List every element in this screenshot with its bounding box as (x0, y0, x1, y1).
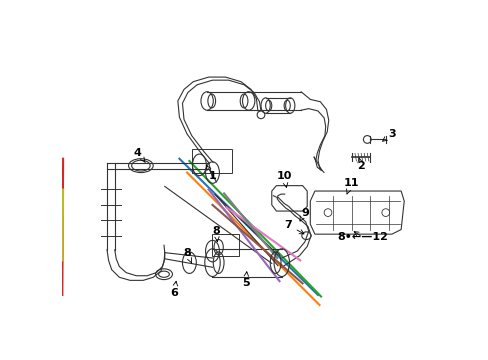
Bar (212, 234, 239, 256)
Bar (191, 149, 231, 172)
Text: 5: 5 (241, 272, 249, 288)
Text: 2: 2 (357, 158, 364, 171)
Text: 3: 3 (382, 129, 395, 141)
Text: 8: 8 (212, 226, 220, 242)
Text: 8•←—12: 8•←—12 (337, 231, 387, 242)
Text: 7: 7 (284, 220, 304, 234)
Text: 9: 9 (299, 208, 308, 221)
Text: 10: 10 (276, 171, 291, 188)
Text: 4: 4 (134, 148, 145, 163)
Text: 11: 11 (343, 178, 358, 194)
Text: 8: 8 (183, 248, 191, 263)
Text: 1: 1 (206, 165, 216, 181)
Text: 6: 6 (170, 281, 178, 298)
